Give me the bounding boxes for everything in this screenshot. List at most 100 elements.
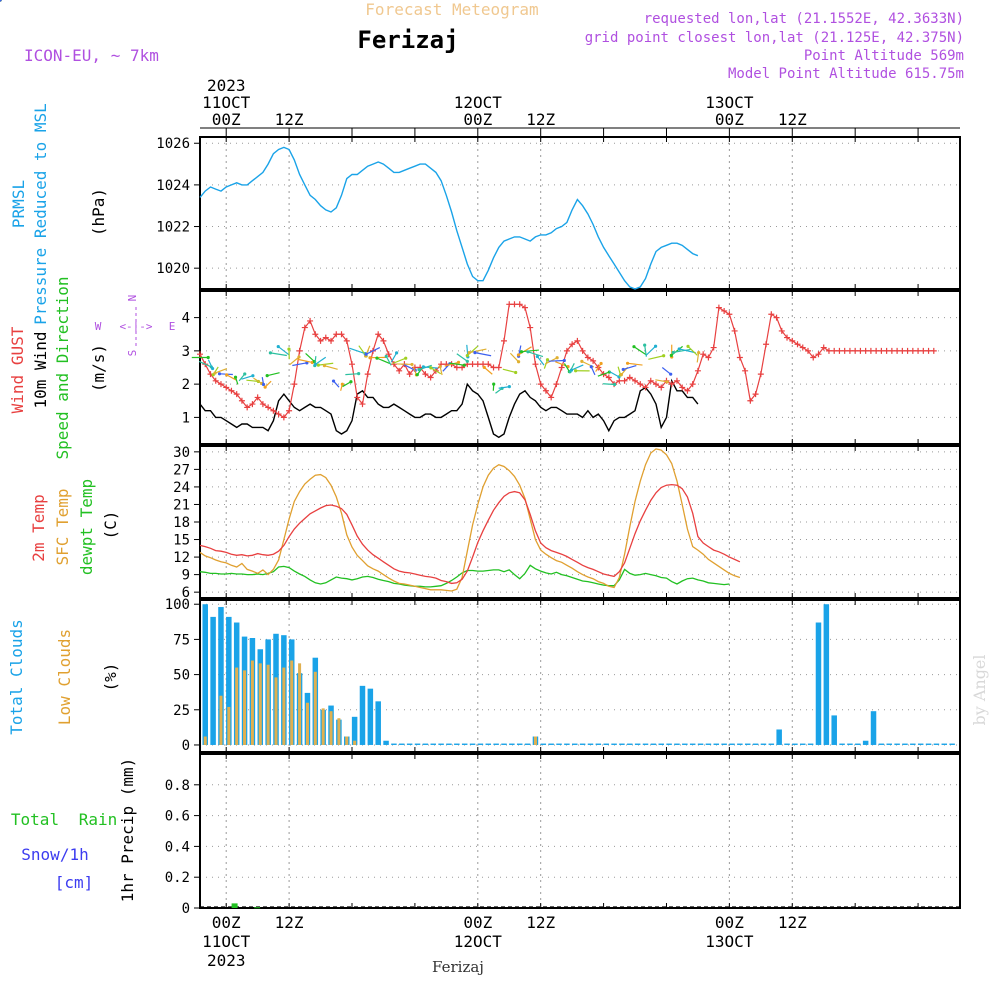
wind-arrow-head [465,359,469,363]
gust-marker [296,347,303,354]
total-cloud-bar [941,743,948,745]
wind-arrow-head [0,0,2,2]
bottom-time-label: 00Z [463,913,492,932]
gust-marker [254,394,261,401]
gust-marker [815,351,822,358]
total-cloud-bar [226,616,232,745]
bottom-time-label: 00Z [212,913,241,932]
gust-marker [265,404,272,411]
wind-arrow-head [632,345,636,349]
temperature-ytick-label: 9 [182,568,190,584]
gust-marker [223,384,230,391]
gust-marker [338,331,345,338]
gust-marker [684,387,691,394]
total-cloud-bar [744,743,751,745]
wind-direction-arrow [246,379,259,383]
wind-speed-line [199,378,699,439]
gust-marker [574,337,581,344]
total-cloud-bar [933,743,940,745]
gust-marker [328,337,335,344]
gust-marker [920,347,927,354]
gust-marker [511,301,518,308]
wind-direction-arrow [571,364,584,371]
wind-direction-arrow [376,357,391,365]
gust-marker [322,334,329,341]
clouds-ytick-label: 50 [173,668,190,684]
wind-direction-arrow [403,364,416,371]
gust-marker [259,401,266,408]
wind-direction-arrow [456,353,468,362]
gust-marker [831,347,838,354]
rain-bar [254,907,261,909]
total-cloud-bar [202,604,208,745]
gust-marker [605,374,612,381]
compass-s: S [126,350,139,357]
total-cloud-bar [682,743,688,745]
wind-arrow-head [545,358,550,362]
wind-arrow-head [276,344,280,349]
total-cloud-bar [438,743,444,745]
wind-direction-arrow [253,377,263,384]
low-cloud-bar [533,736,537,745]
wind-direction-arrow [385,356,392,366]
wind-direction-arrow [449,362,465,366]
low-cloud-bar [345,736,349,745]
wind-ytick-label: 1 [182,410,190,426]
wind-arrow-head [225,373,229,377]
wind-direction-arrow [292,362,307,367]
gust-marker [825,347,832,354]
gust-marker [563,347,570,354]
gust-marker [647,377,654,384]
total-cloud-bar [414,743,421,745]
wind-direction-arrow [623,365,637,370]
gust-marker [700,351,707,358]
gust-marker [312,331,319,338]
gust-marker [317,337,324,344]
total-cloud-bar [689,743,696,745]
gust-marker [474,361,481,368]
gust-marker [915,347,922,354]
wind-arrow-head [686,344,690,348]
total-cloud-bar [776,729,782,745]
gust-marker [715,304,722,311]
total-cloud-bar [870,711,877,745]
wind-arrow-head [516,360,521,364]
gust-marker [694,367,701,374]
wind-arrow-head [619,372,623,377]
total-cloud-bar [642,743,649,745]
wind-arrow-head [562,358,566,363]
gust-marker [679,384,686,391]
gust-marker [516,301,523,308]
total-cloud-bar [509,743,515,745]
total-cloud-bar [587,743,594,745]
gust-marker [799,344,806,351]
wind-direction-arrow [648,355,664,360]
gust-marker [904,347,911,354]
total-cloud-bar [627,743,633,745]
gust-marker [705,354,712,361]
gust-marker [480,361,487,368]
wind-arrow-head [462,363,466,367]
wind-arrow-head [265,374,269,378]
total-cloud-bar [760,743,767,745]
precip-ytick-label: 0 [182,901,190,917]
gust-marker [333,331,340,338]
wind-arrow-head [375,356,379,360]
wind-arrow-head [233,375,238,379]
model-label: ICON-EU, ~ 7km [24,46,159,65]
total-cloud-bar [894,743,900,745]
wind-arrow-head [665,380,669,384]
subtitle: Forecast Meteogram [365,0,538,19]
total-cloud-bar [800,743,806,745]
wind-direction-arrow [241,375,254,380]
low-cloud-bar [235,667,239,745]
wind-arrow-head [331,379,336,383]
gust-marker [532,361,539,368]
wind-direction-arrow [633,346,647,356]
low-cloud-bar [353,740,357,745]
cloud-labels: Total Clouds Low Clouds (%) [7,619,120,735]
wind-arrow-head [417,368,421,372]
total-cloud-bar [485,743,492,745]
wind-arrow-head [410,362,414,367]
